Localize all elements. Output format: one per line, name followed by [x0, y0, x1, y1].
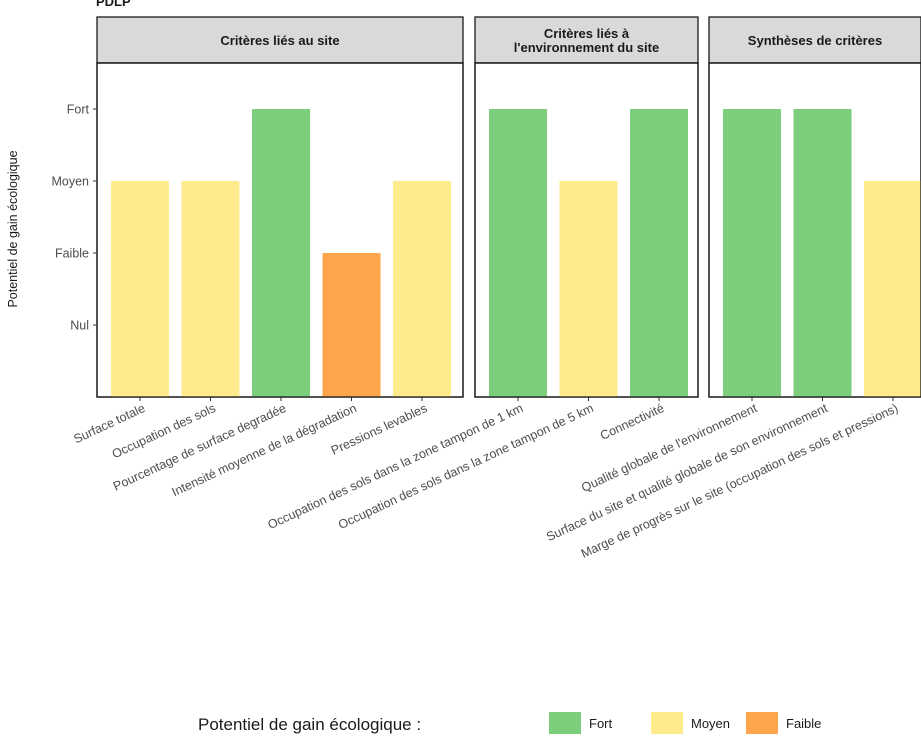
bar: [489, 109, 547, 397]
y-tick-label: Faible: [55, 247, 89, 261]
legend-key: [746, 712, 778, 734]
bar: [723, 109, 781, 397]
legend-key: [549, 712, 581, 734]
x-tick-label: Surface du site et qualité globale de so…: [544, 401, 830, 544]
bar: [864, 181, 921, 397]
chart-title-fragment: PDLP: [96, 0, 131, 9]
y-tick-label: Nul: [70, 319, 89, 333]
panel-border: [96, 62, 464, 398]
x-tick-label: Connectivité: [598, 401, 666, 443]
legend-title: Potentiel de gain écologique :: [198, 715, 421, 734]
y-tick-label: Fort: [67, 103, 90, 117]
legend-label: Moyen: [691, 716, 730, 731]
facet-strip: [96, 16, 464, 64]
facet-title: Synthèses de critères: [748, 33, 882, 48]
y-axis-title: Potentiel de gain écologique: [6, 150, 20, 307]
legend-label: Fort: [589, 716, 613, 731]
facet-title: Critères liés au site: [220, 33, 339, 48]
facet-strip: [474, 16, 699, 64]
legend-key: [651, 712, 683, 734]
legend-label: Faible: [786, 716, 821, 731]
bar: [393, 181, 451, 397]
bar: [252, 109, 310, 397]
facet-title: l'environnement du site: [514, 40, 659, 55]
panel-border: [708, 62, 921, 398]
bar: [630, 109, 688, 397]
bar: [559, 181, 618, 397]
x-tick-label: Occupation des sols dans la zone tampon …: [336, 401, 596, 532]
bar: [181, 181, 240, 397]
bar: [793, 109, 852, 397]
bar: [322, 253, 381, 397]
y-axis: Nul Faible Moyen Fort: [51, 103, 97, 333]
y-tick-label: Moyen: [51, 175, 89, 189]
bar: [111, 181, 169, 397]
panel-border: [474, 62, 699, 398]
legend: Potentiel de gain écologique : Fort Moyen…: [198, 712, 821, 734]
facet-title: Critères liés à: [544, 26, 630, 41]
